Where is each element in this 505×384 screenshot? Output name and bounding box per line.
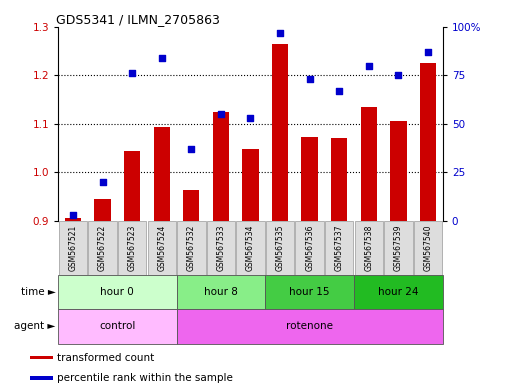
Point xyxy=(364,63,372,69)
Text: GSM567535: GSM567535 xyxy=(275,224,284,271)
Point xyxy=(423,49,431,55)
FancyBboxPatch shape xyxy=(324,221,352,275)
Text: hour 15: hour 15 xyxy=(289,287,329,297)
Text: GSM567534: GSM567534 xyxy=(245,224,255,271)
Text: GDS5341 / ILMN_2705863: GDS5341 / ILMN_2705863 xyxy=(56,13,220,26)
Text: agent ►: agent ► xyxy=(14,321,56,331)
Point xyxy=(128,70,136,76)
Text: GSM567532: GSM567532 xyxy=(186,225,195,271)
FancyBboxPatch shape xyxy=(147,221,176,275)
Point xyxy=(187,146,195,152)
FancyBboxPatch shape xyxy=(265,275,354,309)
Point xyxy=(98,179,107,185)
FancyBboxPatch shape xyxy=(177,221,205,275)
Text: percentile rank within the sample: percentile rank within the sample xyxy=(57,373,232,383)
FancyBboxPatch shape xyxy=(118,221,146,275)
FancyBboxPatch shape xyxy=(58,309,176,344)
FancyBboxPatch shape xyxy=(354,221,382,275)
Text: hour 8: hour 8 xyxy=(204,287,237,297)
Bar xyxy=(360,107,376,221)
Text: GSM567522: GSM567522 xyxy=(98,225,107,271)
FancyBboxPatch shape xyxy=(58,275,176,309)
FancyBboxPatch shape xyxy=(236,221,264,275)
Bar xyxy=(30,356,53,359)
Text: control: control xyxy=(99,321,135,331)
FancyBboxPatch shape xyxy=(206,221,235,275)
Bar xyxy=(30,376,53,379)
Bar xyxy=(301,137,317,221)
FancyBboxPatch shape xyxy=(59,221,87,275)
Text: GSM567536: GSM567536 xyxy=(305,224,314,271)
Text: GSM567521: GSM567521 xyxy=(68,225,77,271)
FancyBboxPatch shape xyxy=(295,221,323,275)
Text: rotenone: rotenone xyxy=(285,321,332,331)
Text: GSM567533: GSM567533 xyxy=(216,224,225,271)
FancyBboxPatch shape xyxy=(176,309,442,344)
Bar xyxy=(419,63,435,221)
Bar xyxy=(124,151,140,221)
Text: GSM567523: GSM567523 xyxy=(127,225,136,271)
Text: GSM567539: GSM567539 xyxy=(393,224,402,271)
Bar xyxy=(212,112,229,221)
Text: hour 24: hour 24 xyxy=(377,287,418,297)
Point xyxy=(246,115,254,121)
Text: GSM567524: GSM567524 xyxy=(157,225,166,271)
Point xyxy=(393,72,401,78)
Text: GSM567538: GSM567538 xyxy=(364,225,373,271)
Bar xyxy=(154,127,170,221)
Bar xyxy=(94,199,111,221)
Point xyxy=(305,76,313,82)
FancyBboxPatch shape xyxy=(265,221,294,275)
Point xyxy=(158,55,166,61)
Text: time ►: time ► xyxy=(21,287,56,297)
Text: GSM567537: GSM567537 xyxy=(334,224,343,271)
Point xyxy=(334,88,342,94)
FancyBboxPatch shape xyxy=(383,221,412,275)
Bar xyxy=(65,218,81,221)
Point xyxy=(217,111,225,117)
Text: hour 0: hour 0 xyxy=(100,287,134,297)
FancyBboxPatch shape xyxy=(354,275,442,309)
Bar xyxy=(183,190,199,221)
Bar xyxy=(330,138,346,221)
Text: GSM567540: GSM567540 xyxy=(423,224,432,271)
Text: transformed count: transformed count xyxy=(57,353,154,363)
FancyBboxPatch shape xyxy=(88,221,117,275)
Bar xyxy=(389,121,406,221)
Bar xyxy=(242,149,258,221)
FancyBboxPatch shape xyxy=(413,221,441,275)
Point xyxy=(69,212,77,218)
FancyBboxPatch shape xyxy=(176,275,265,309)
Bar xyxy=(271,44,288,221)
Point xyxy=(275,30,283,36)
